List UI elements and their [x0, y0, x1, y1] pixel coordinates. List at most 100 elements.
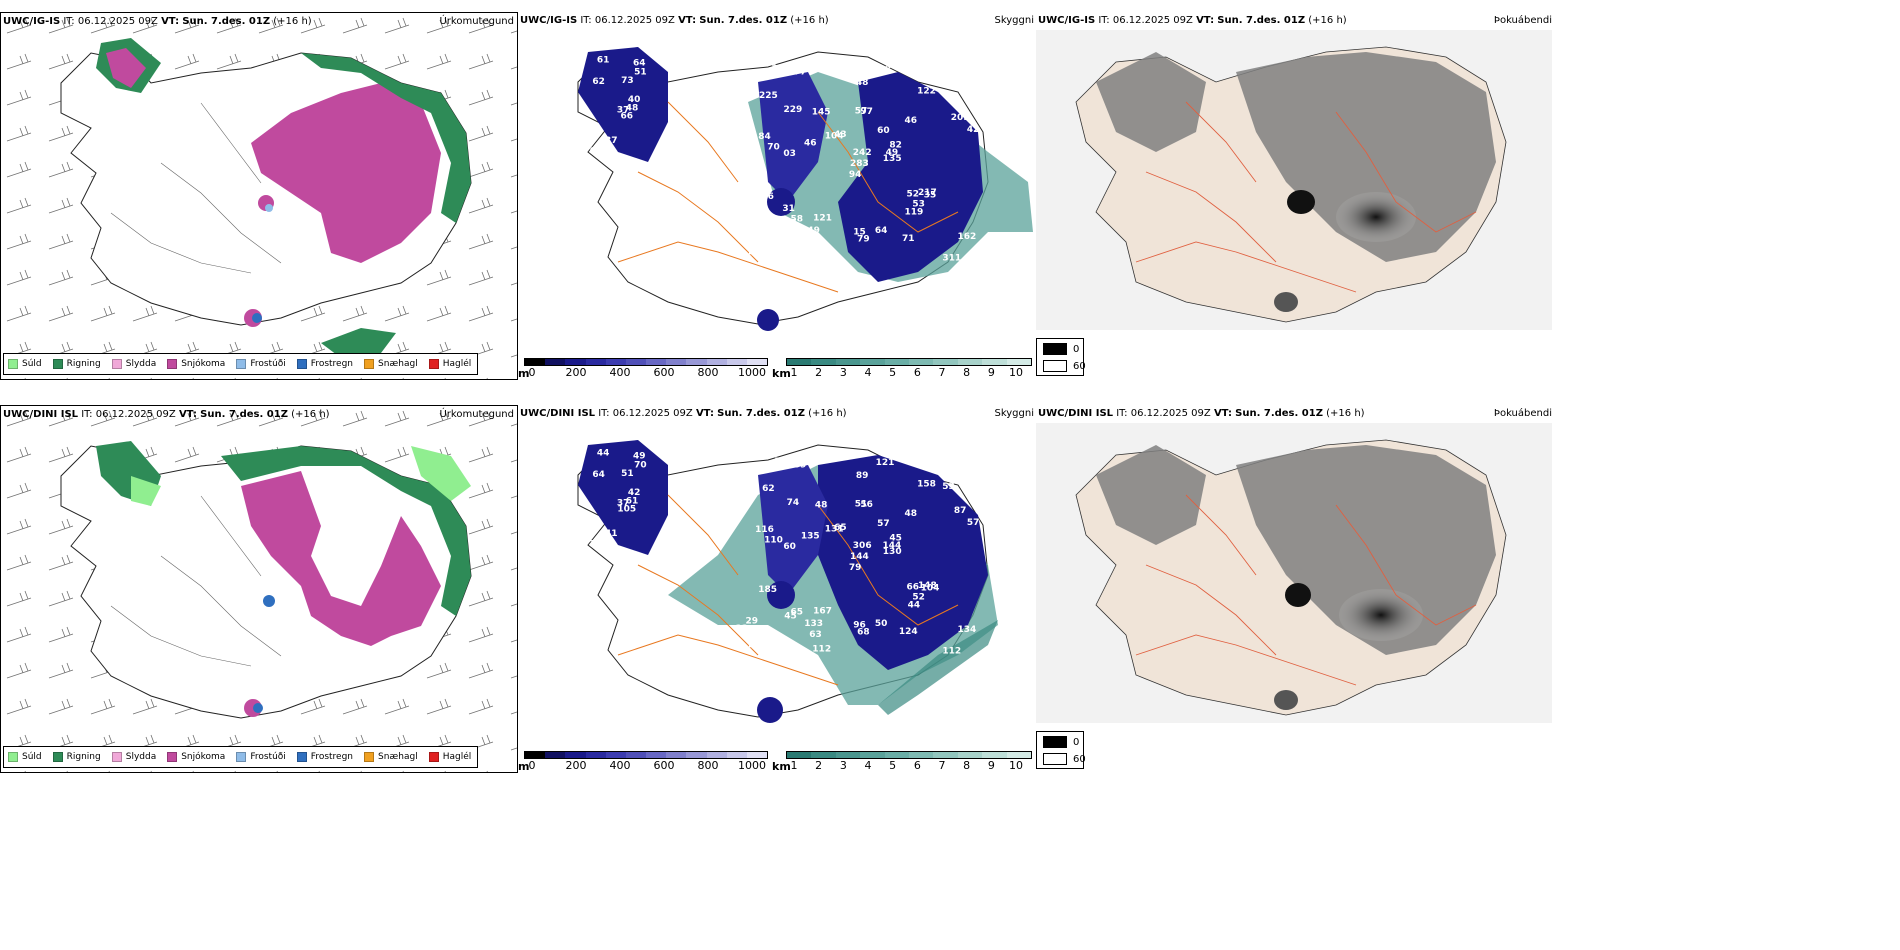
cloud-base-value: 105	[617, 505, 636, 515]
cloud-base-value: 70	[775, 457, 788, 467]
cloud-base-value: 48	[749, 642, 762, 652]
cloud-base-value: 116	[755, 525, 774, 535]
colorbar-swatch	[957, 359, 983, 365]
cloud-base-value: 104	[921, 584, 940, 594]
fog-legend-item-min: 0	[1043, 343, 1079, 355]
panel-title: UWC/DINI ISL IT: 06.12.2025 09Z VT: Sun.…	[520, 408, 847, 419]
cloud-base-value: 48	[626, 104, 639, 114]
cloud-base-value: 229	[784, 105, 803, 115]
cloud-base-value: 83	[879, 65, 892, 75]
cloud-base-value: 60	[877, 126, 890, 136]
cloud-base-value: 37	[605, 136, 618, 146]
cloud-base-value: 70	[767, 143, 780, 153]
low-cloud-area-east	[818, 455, 988, 670]
cloud-base-value: 66	[907, 582, 920, 592]
panel-title: UWC/DINI ISL IT: 06.12.2025 09Z VT: Sun.…	[3, 409, 330, 420]
cloud-base-value: 73	[621, 76, 634, 86]
colorbar-swatch	[884, 752, 910, 758]
roads	[110, 102, 282, 274]
colorbar-tick-label: 1	[790, 366, 798, 379]
colorbar-swatch	[933, 359, 958, 365]
colorbar-unit: m	[518, 367, 530, 380]
legend-item-drizzle: Súld	[8, 359, 42, 369]
precip-legend: Súld Rigning Slydda Snjókoma Frostúði Fr…	[3, 353, 479, 375]
colorbar-tick-label: 600	[653, 759, 675, 772]
legend-swatch	[111, 752, 122, 762]
colorbar-tick-label: 4	[864, 759, 872, 772]
cloud-base-value: 56	[860, 500, 873, 510]
colorbar-swatch	[565, 752, 586, 758]
colorbar-unit: km	[772, 760, 791, 773]
legend-item-snow-pellets: Snæhagl	[364, 752, 418, 762]
colorbar-tick-label: 1000	[738, 366, 766, 379]
cloud-base-value: 55	[794, 650, 807, 660]
cloud-base-value: 185	[758, 585, 777, 595]
cloud-base-value: 62	[762, 484, 775, 494]
cloud-base-value: 242	[853, 148, 872, 158]
legend-swatch	[364, 359, 375, 369]
roads	[110, 495, 282, 667]
cloud-base-value: 124	[899, 627, 918, 637]
fog-panel-bottom: UWC/DINI ISL IT: 06.12.2025 09Z VT: Sun.…	[1036, 405, 1552, 773]
cloud-base-value: 145	[812, 107, 831, 117]
legend-item-rain: Rigning	[52, 359, 101, 369]
cloud-base-value: 77	[794, 68, 807, 78]
roads	[1135, 101, 1477, 293]
fog-panel-top: UWC/IG-IS IT: 06.12.2025 09Z VT: Sun. 7.…	[1036, 12, 1552, 380]
legend-swatch	[167, 359, 178, 369]
legend-swatch	[111, 359, 122, 369]
cloud-base-value: 39	[794, 461, 807, 471]
roads	[1135, 494, 1477, 686]
cloud-base-value: 45	[889, 533, 902, 543]
cloud-base-value: 79	[857, 235, 870, 245]
legend-swatch	[428, 359, 439, 369]
legend-swatch	[296, 359, 307, 369]
cloud-base-value: 135	[801, 532, 820, 542]
colorbar-tick-label: 1000	[738, 759, 766, 772]
colorbar-swatch	[525, 359, 546, 365]
cloud-map-bottom: 1056437374241495170614462605779485551576…	[577, 440, 998, 723]
colorbar-tick-label: 10	[1009, 759, 1023, 772]
cloud-base-value: 37	[617, 499, 630, 509]
colorbar-tick-label: 4	[864, 366, 872, 379]
colorbar-swatch	[605, 359, 626, 365]
legend-swatch	[1043, 736, 1067, 748]
panel-name: Skyggni	[994, 408, 1034, 419]
colorbar-swatch	[787, 359, 812, 365]
cloud-base-value: 62	[592, 77, 605, 87]
cloud-base-value: 144	[883, 541, 902, 551]
cloud-base-colorbar: m 0 200 400 600 800 1000	[518, 751, 768, 773]
colorbar-swatch	[706, 359, 727, 365]
cloud-base-value: 167	[813, 606, 832, 616]
legend-swatch	[236, 359, 247, 369]
cloud-base-value: 133	[804, 619, 823, 629]
panel-title: UWC/IG-IS IT: 06.12.2025 09Z VT: Sun. 7.…	[520, 15, 829, 26]
low-cloud-area-north	[758, 465, 828, 595]
colorbar-swatch	[726, 359, 747, 365]
precip-map-bottom	[1, 406, 517, 772]
colorbar-unit: m	[518, 760, 530, 773]
colorbar-swatch	[1006, 752, 1032, 758]
colorbar-swatch	[585, 359, 606, 365]
cloud-base-value: 121	[813, 213, 832, 223]
cloud-base-value: 65	[590, 147, 603, 157]
cloud-base-value: 40	[628, 95, 641, 105]
colorbar-tick-label: 5	[889, 366, 897, 379]
cloud-base-value: 122	[917, 86, 936, 96]
panel-name: Skyggni	[994, 15, 1034, 26]
legend-swatch	[52, 752, 63, 762]
colorbar-swatch	[646, 752, 667, 758]
fog-legend: 0 60	[1036, 731, 1086, 769]
colorbar-swatch	[605, 752, 626, 758]
colorbar-tick-label: 9	[987, 759, 995, 772]
cloud-base-value: 134	[958, 625, 977, 635]
cloud-base-value: 43	[834, 130, 847, 140]
cloud-base-value: 56	[761, 192, 774, 202]
cloud-base-value: 64	[633, 58, 646, 68]
visibility-colorbar: km 1 2 3 4 5 6 7 8 9 10	[772, 358, 1034, 380]
cloud-base-value: 311	[942, 254, 961, 264]
cloud-base-value: 84	[758, 132, 771, 142]
rain-area-ne	[301, 53, 471, 223]
legend-item-freezing-rain: Frostregn	[296, 752, 353, 762]
cloud-number-labels: 1056437374241495170614462605779485551576…	[590, 449, 980, 662]
